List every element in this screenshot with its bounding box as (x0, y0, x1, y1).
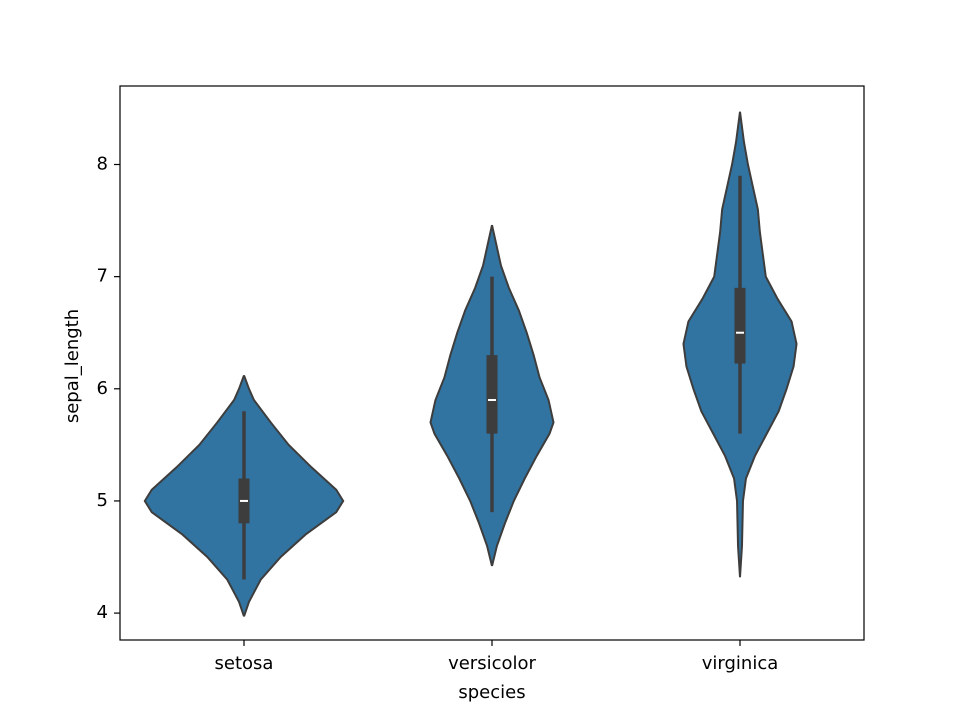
violin-half (740, 111, 797, 578)
box (486, 355, 498, 434)
x-tick-label: versicolor (448, 653, 536, 674)
plot-frame (119, 85, 865, 641)
violin-half (244, 375, 344, 617)
x-tick-label: setosa (215, 653, 274, 674)
violin-outline (429, 224, 493, 567)
y-axis-label: sepal_length (62, 309, 83, 423)
x-tick-label: virginica (702, 653, 779, 674)
y-tick-label: 6 (97, 378, 108, 399)
y-tick-label: 7 (97, 266, 108, 287)
y-tick-label: 4 (97, 602, 108, 623)
y-tick-label: 5 (97, 490, 108, 511)
violin-half (683, 111, 740, 578)
violin-half (430, 225, 492, 566)
violin-outline (243, 374, 345, 617)
box (734, 287, 746, 364)
y-tick-label: 8 (97, 154, 108, 175)
violin-outline (491, 224, 555, 567)
violin-half (144, 375, 244, 617)
x-axis-label: species (458, 682, 525, 703)
violin-outline (682, 111, 741, 578)
violin-half (492, 225, 554, 566)
violin-outline (739, 111, 798, 578)
violin-outline (143, 374, 245, 617)
